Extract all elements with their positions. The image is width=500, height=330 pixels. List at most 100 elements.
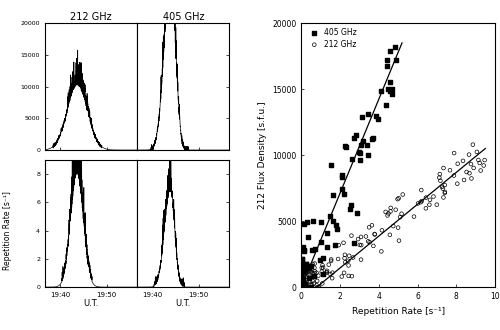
405 GHz [384,86,392,92]
405 GHz [348,156,356,161]
212 GHz [312,282,320,288]
212 GHz [308,271,316,276]
212 GHz [318,281,326,286]
212 GHz [340,270,348,276]
212 GHz [450,150,458,156]
212 GHz [470,165,478,171]
212 GHz [315,284,323,290]
405 GHz [332,222,340,227]
212 GHz [306,280,314,285]
212 GHz [300,281,308,286]
212 GHz [440,165,448,171]
212 GHz [454,181,462,186]
405 GHz [340,191,348,197]
212 GHz [322,269,330,275]
405 GHz [338,186,346,191]
212 GHz [476,160,484,166]
405 GHz [350,135,358,140]
212 GHz [314,284,322,290]
212 GHz [326,272,334,277]
212 GHz [438,184,446,189]
405 GHz [298,284,306,290]
212 GHz [302,270,310,275]
212 GHz [300,279,308,284]
Text: Repetition Rate [s⁻¹]: Repetition Rate [s⁻¹] [2,191,12,271]
212 GHz [468,176,475,181]
212 GHz [467,161,475,167]
212 GHz [389,223,397,229]
212 GHz [300,272,308,277]
212 GHz [362,234,370,239]
212 GHz [298,268,306,273]
212 GHz [386,205,394,211]
212 GHz [357,257,365,262]
405 GHz [304,266,312,271]
212 GHz [436,172,444,177]
405 GHz [299,267,307,272]
405 GHz [324,230,332,235]
405 GHz [301,284,309,290]
212 GHz [398,211,406,216]
405 GHz [364,112,372,117]
405 GHz [298,284,306,290]
405 GHz [298,256,306,261]
212 GHz [384,213,392,218]
212 GHz [298,284,306,290]
212 GHz [460,177,468,182]
212 GHz [302,284,310,290]
405 GHz [346,206,354,211]
212 GHz [378,249,386,254]
405 GHz [363,142,371,148]
405 GHz [318,272,326,277]
212 GHz [357,243,365,248]
212 GHz [306,267,314,273]
212 GHz [309,261,317,267]
212 GHz [311,269,319,274]
212 GHz [327,257,335,262]
212 GHz [371,232,379,237]
212 GHz [334,256,342,262]
212 GHz [302,284,310,290]
405 GHz [298,257,306,262]
405 GHz [300,249,308,254]
405 GHz [342,145,350,150]
405 GHz [300,284,308,290]
405 GHz [300,284,308,290]
212 GHz [480,157,488,163]
405 GHz [374,116,382,121]
212 GHz [299,284,307,290]
212 GHz [318,265,326,271]
212 GHz [426,202,434,207]
405 GHz [358,114,366,119]
212 GHz [365,225,373,230]
212 GHz [322,270,330,275]
405 GHz [304,234,312,239]
212 GHz [301,284,309,290]
212 GHz [466,171,473,176]
212 GHz [306,272,314,277]
405 GHz [299,270,307,275]
405 GHz [298,284,306,290]
405 GHz [304,284,312,290]
405 GHz [298,256,306,261]
212 GHz [312,270,320,275]
405 GHz [338,172,346,177]
212 GHz [399,192,407,197]
405 GHz [298,284,306,290]
212 GHz [323,268,331,274]
212 GHz [318,263,326,268]
405 GHz [300,284,308,290]
405 GHz [298,284,306,290]
405 GHz [352,132,360,138]
212 GHz [450,173,458,178]
405 GHz [332,242,340,247]
212 GHz [410,214,418,219]
405 GHz [300,284,308,290]
405 GHz [341,144,349,149]
212 GHz [414,201,422,206]
X-axis label: U.T.: U.T. [84,299,99,308]
405 GHz [307,263,315,268]
405 GHz [330,193,338,198]
405 GHz [386,80,394,85]
212 GHz [441,189,449,195]
